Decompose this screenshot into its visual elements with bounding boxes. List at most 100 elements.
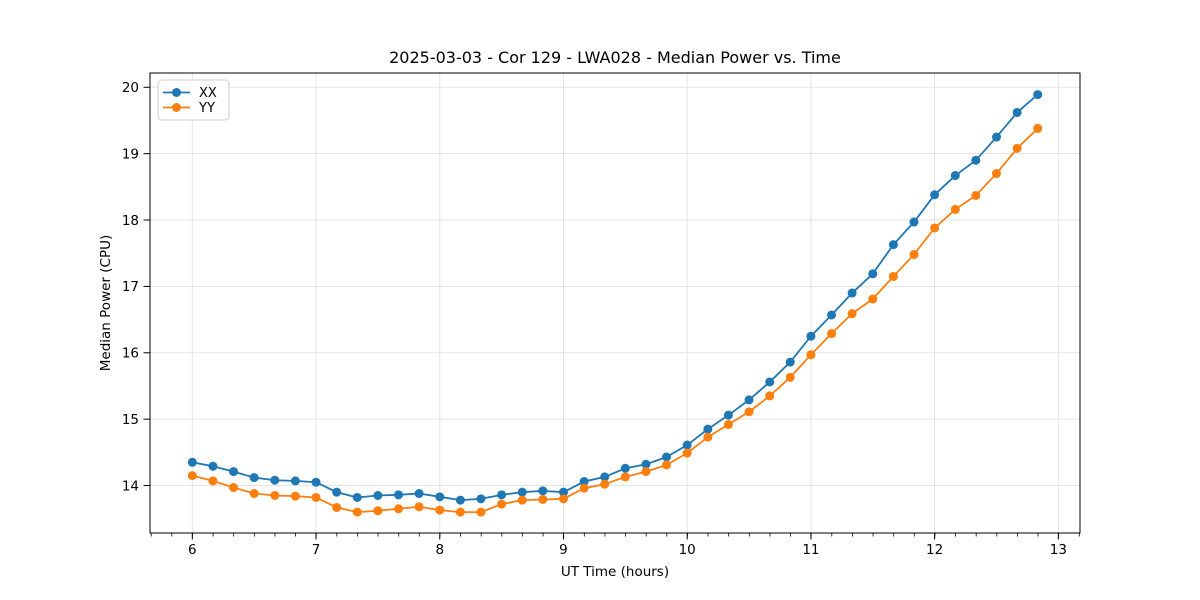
data-point-yy xyxy=(620,472,630,482)
data-point-xx xyxy=(950,171,960,181)
chart-title: 2025-03-03 - Cor 129 - LWA028 - Median P… xyxy=(389,48,841,67)
data-point-xx xyxy=(847,288,857,298)
data-point-xx xyxy=(744,395,754,405)
data-point-xx xyxy=(249,473,259,483)
legend-label-xx: XX xyxy=(199,86,217,101)
series-line-yy xyxy=(192,127,1039,513)
data-point-yy xyxy=(414,502,424,512)
x-tick-label: 11 xyxy=(802,542,819,558)
data-point-xx xyxy=(641,459,651,469)
data-point-yy xyxy=(435,505,445,515)
data-point-xx xyxy=(1012,107,1022,117)
data-point-xx xyxy=(538,486,548,496)
x-tick-label: 10 xyxy=(679,542,696,558)
y-tick-label: 17 xyxy=(122,279,139,295)
data-point-xx xyxy=(785,357,795,367)
data-point-xx xyxy=(352,492,362,502)
data-point-yy xyxy=(579,483,589,493)
data-point-xx xyxy=(373,491,383,500)
data-point-xx xyxy=(497,490,507,500)
data-point-yy xyxy=(229,483,239,493)
data-point-yy xyxy=(950,204,960,214)
data-point-xx xyxy=(723,410,733,420)
tick-layer: 6 7 8 9 10 11 12 13 14 15 16 17 18 19 20 xyxy=(122,80,1080,558)
data-point-yy xyxy=(394,504,404,514)
data-point-yy xyxy=(785,372,795,382)
data-point-xx xyxy=(208,461,218,471)
y-tick-label: 14 xyxy=(122,478,139,494)
x-tick-label: 8 xyxy=(435,542,444,558)
data-point-xx xyxy=(888,240,898,250)
data-point-yy xyxy=(290,491,300,501)
data-point-xx xyxy=(827,310,837,320)
data-point-xx xyxy=(455,495,465,505)
data-point-xx xyxy=(909,217,919,227)
data-point-yy xyxy=(455,507,465,517)
data-point-yy xyxy=(497,499,507,509)
data-point-xx xyxy=(703,424,713,434)
x-tick-label: 13 xyxy=(1050,542,1067,558)
data-point-xx xyxy=(930,190,940,200)
data-point-xx xyxy=(600,472,610,482)
y-axis-label: Median Power (CPU) xyxy=(98,235,114,371)
x-tick-label: 6 xyxy=(188,542,197,558)
data-point-xx xyxy=(394,490,404,500)
data-point-yy xyxy=(311,492,321,502)
legend-marker-xx-icon xyxy=(172,88,181,97)
legend-item-yy[interactable]: YY xyxy=(163,101,215,116)
data-point-yy xyxy=(971,190,981,200)
data-point-yy xyxy=(373,506,383,516)
data-point-xx xyxy=(579,477,589,487)
data-point-yy xyxy=(476,507,486,517)
data-point-yy xyxy=(270,491,280,500)
data-point-yy xyxy=(1033,123,1043,133)
plot-frame xyxy=(149,72,1081,534)
data-point-xx xyxy=(868,269,878,279)
data-point-yy xyxy=(682,448,692,458)
series-layer xyxy=(187,90,1043,517)
data-point-yy xyxy=(187,471,197,481)
data-point-xx xyxy=(620,463,630,473)
y-tick-label: 20 xyxy=(122,80,139,96)
y-tick-label: 15 xyxy=(122,412,139,428)
x-axis-label: UT Time (hours) xyxy=(561,564,669,580)
data-point-yy xyxy=(662,460,672,470)
x-tick-label: 9 xyxy=(559,542,568,558)
data-point-yy xyxy=(868,294,878,304)
data-point-xx xyxy=(1033,90,1043,100)
data-point-xx xyxy=(290,476,300,486)
x-tick-label: 12 xyxy=(926,542,943,558)
data-point-yy xyxy=(208,476,218,486)
data-point-xx xyxy=(270,475,280,485)
data-point-yy xyxy=(641,467,651,477)
legend-marker-yy-icon xyxy=(172,103,181,112)
data-point-yy xyxy=(847,309,857,319)
data-point-yy xyxy=(249,489,259,499)
data-point-xx xyxy=(991,132,1001,142)
data-point-xx xyxy=(229,467,239,477)
data-point-xx xyxy=(476,494,486,504)
y-tick-label: 16 xyxy=(122,346,139,362)
data-point-xx xyxy=(806,331,816,341)
data-point-xx xyxy=(187,457,197,467)
data-point-xx xyxy=(662,452,672,462)
data-point-yy xyxy=(765,391,775,401)
legend-item-xx[interactable]: XX xyxy=(163,86,217,101)
data-point-yy xyxy=(827,329,837,339)
data-point-yy xyxy=(703,432,713,442)
series-line-xx xyxy=(192,93,1039,502)
data-point-yy xyxy=(538,494,548,504)
legend: XX YY xyxy=(157,79,230,121)
data-point-yy xyxy=(888,271,898,281)
data-point-yy xyxy=(723,419,733,429)
legend-box xyxy=(157,79,230,121)
data-point-yy xyxy=(930,223,940,233)
data-point-yy xyxy=(1012,143,1022,153)
data-point-yy xyxy=(332,502,342,512)
data-point-xx xyxy=(971,155,981,165)
data-point-xx xyxy=(435,492,445,502)
data-point-xx xyxy=(517,487,527,497)
y-tick-label: 19 xyxy=(122,146,139,162)
data-point-xx xyxy=(311,477,321,487)
